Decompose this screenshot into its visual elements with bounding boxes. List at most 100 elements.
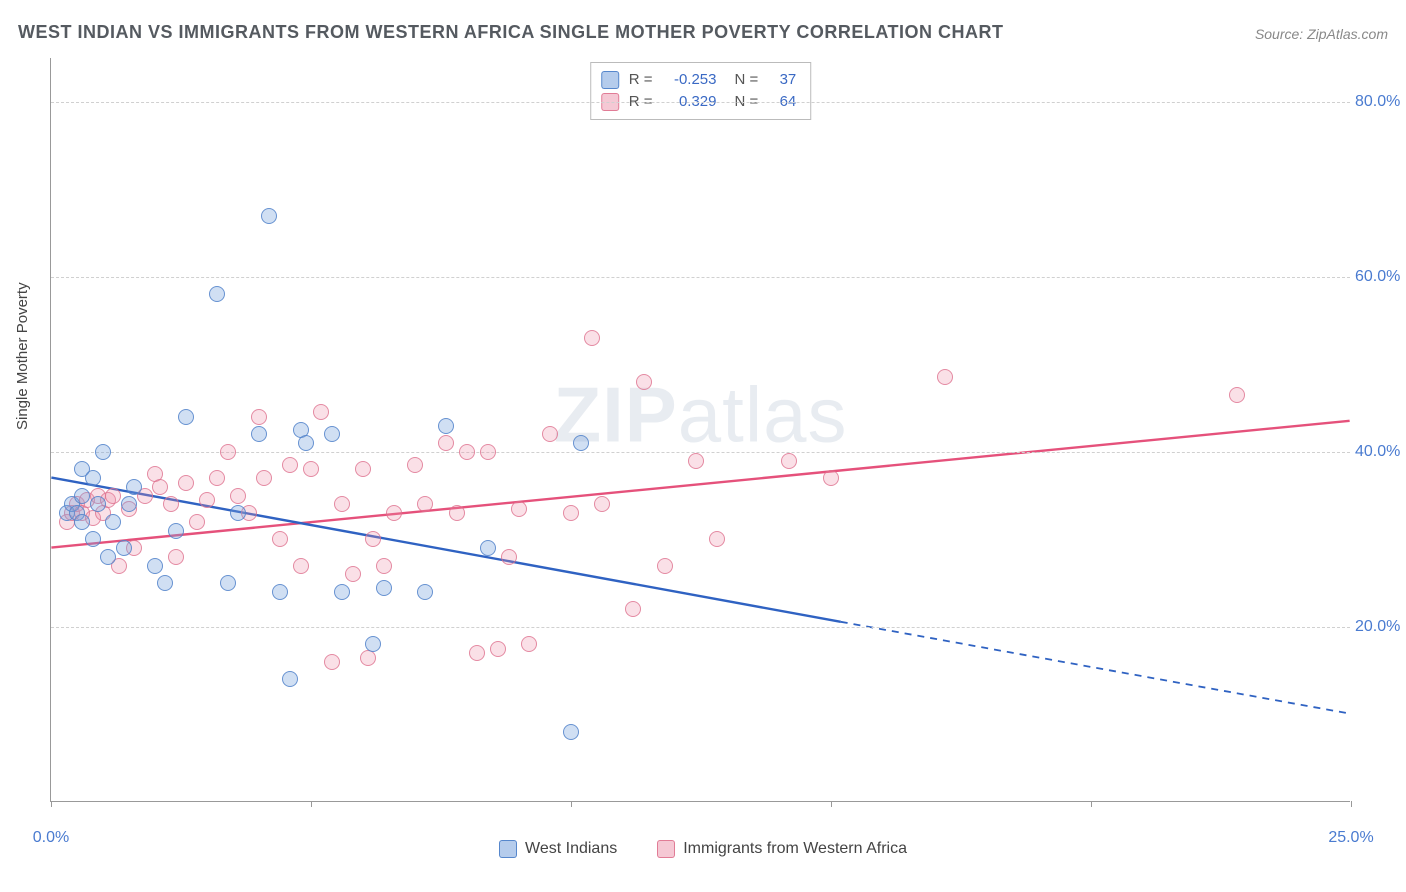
r-label: R =	[629, 69, 653, 91]
scatter-point	[573, 435, 589, 451]
scatter-point	[324, 654, 340, 670]
scatter-point	[688, 453, 704, 469]
scatter-point	[511, 501, 527, 517]
scatter-point	[324, 426, 340, 442]
gridline	[51, 102, 1350, 103]
scatter-point	[85, 531, 101, 547]
scatter-point	[365, 531, 381, 547]
scatter-point	[407, 457, 423, 473]
scatter-point	[256, 470, 272, 486]
scatter-point	[116, 540, 132, 556]
r-value: -0.253	[663, 69, 717, 91]
scatter-point	[334, 584, 350, 600]
scatter-point	[563, 724, 579, 740]
scatter-point	[438, 418, 454, 434]
scatter-point	[542, 426, 558, 442]
legend-label: West Indians	[525, 840, 617, 858]
scatter-point	[417, 584, 433, 600]
gridline	[51, 452, 1350, 453]
scatter-point	[189, 514, 205, 530]
n-label: N =	[735, 69, 759, 91]
legend-swatch	[601, 71, 619, 89]
x-tick	[51, 801, 52, 807]
scatter-point	[313, 404, 329, 420]
scatter-point	[345, 566, 361, 582]
scatter-point	[709, 531, 725, 547]
scatter-point	[100, 549, 116, 565]
scatter-point	[282, 457, 298, 473]
scatter-point	[209, 286, 225, 302]
watermark: ZIPatlas	[553, 369, 847, 460]
scatter-point	[90, 496, 106, 512]
scatter-point	[178, 409, 194, 425]
scatter-point	[220, 575, 236, 591]
scatter-point	[74, 488, 90, 504]
scatter-point	[168, 523, 184, 539]
scatter-point	[1229, 387, 1245, 403]
x-tick	[311, 801, 312, 807]
scatter-point	[781, 453, 797, 469]
scatter-point	[272, 584, 288, 600]
scatter-point	[272, 531, 288, 547]
scatter-point	[657, 558, 673, 574]
scatter-point	[293, 558, 309, 574]
scatter-point	[365, 636, 381, 652]
x-tick	[571, 801, 572, 807]
scatter-point	[220, 444, 236, 460]
scatter-point	[282, 671, 298, 687]
scatter-point	[521, 636, 537, 652]
scatter-point	[230, 488, 246, 504]
source-attribution: Source: ZipAtlas.com	[1255, 26, 1388, 42]
scatter-point	[376, 580, 392, 596]
x-tick	[831, 801, 832, 807]
scatter-point	[251, 409, 267, 425]
legend-label: Immigrants from Western Africa	[683, 840, 907, 858]
x-tick	[1091, 801, 1092, 807]
scatter-point	[199, 492, 215, 508]
scatter-point	[105, 514, 121, 530]
legend-swatch	[499, 840, 517, 858]
y-tick-label: 80.0%	[1355, 93, 1406, 111]
chart-title: WEST INDIAN VS IMMIGRANTS FROM WESTERN A…	[18, 22, 1004, 43]
scatter-point	[157, 575, 173, 591]
scatter-point	[209, 470, 225, 486]
scatter-point	[823, 470, 839, 486]
y-axis-label: Single Mother Poverty	[14, 282, 31, 430]
scatter-point	[937, 369, 953, 385]
scatter-point	[490, 641, 506, 657]
scatter-point	[480, 444, 496, 460]
scatter-point	[178, 475, 194, 491]
scatter-point	[469, 645, 485, 661]
scatter-point	[251, 426, 267, 442]
legend-item: West Indians	[499, 840, 617, 858]
scatter-point	[386, 505, 402, 521]
scatter-point	[459, 444, 475, 460]
scatter-point	[95, 444, 111, 460]
scatter-point	[594, 496, 610, 512]
trend-lines	[51, 58, 1350, 801]
y-tick-label: 40.0%	[1355, 443, 1406, 461]
scatter-point	[480, 540, 496, 556]
scatter-point	[152, 479, 168, 495]
x-tick	[1351, 801, 1352, 807]
y-tick-label: 20.0%	[1355, 618, 1406, 636]
legend-item: Immigrants from Western Africa	[657, 840, 907, 858]
scatter-point	[261, 208, 277, 224]
gridline	[51, 277, 1350, 278]
legend-swatch	[657, 840, 675, 858]
gridline	[51, 627, 1350, 628]
n-value: 37	[768, 69, 796, 91]
scatter-point	[625, 601, 641, 617]
scatter-point	[334, 496, 350, 512]
y-tick-label: 60.0%	[1355, 268, 1406, 286]
scatter-point	[417, 496, 433, 512]
scatter-point	[636, 374, 652, 390]
scatter-point	[501, 549, 517, 565]
scatter-point	[85, 470, 101, 486]
scatter-point	[74, 514, 90, 530]
scatter-plot: ZIPatlas R =-0.253N =37R =0.329N =64 20.…	[50, 58, 1350, 802]
scatter-point	[147, 558, 163, 574]
scatter-point	[584, 330, 600, 346]
scatter-point	[105, 488, 121, 504]
scatter-point	[449, 505, 465, 521]
